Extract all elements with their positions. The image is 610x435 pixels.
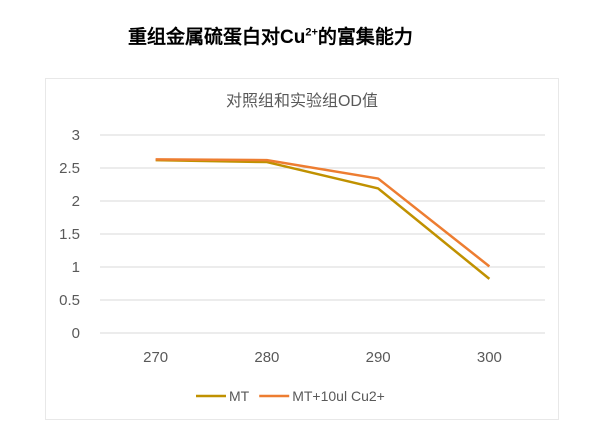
chart-area <box>45 78 559 420</box>
y-tick-label: 1.5 <box>59 226 80 243</box>
y-tick-label: 1 <box>72 259 80 276</box>
legend-label: MT+10ul Cu2+ <box>292 388 385 404</box>
x-tick-label: 300 <box>477 349 502 366</box>
y-tick-label: 0.5 <box>59 292 80 309</box>
legend-label: MT <box>229 388 250 404</box>
y-tick-label: 3 <box>72 127 80 144</box>
page-heading: 重组金属硫蛋白对Cu2+的富集能力 <box>128 22 413 49</box>
series-line-mt <box>155 158 491 280</box>
x-tick-label: 280 <box>254 349 279 366</box>
x-tick-label: 270 <box>143 349 168 366</box>
y-tick-label: 0 <box>72 325 80 342</box>
series-line-mt-10ul-cu2- <box>155 158 491 268</box>
heading-superscript: 2+ <box>305 26 318 39</box>
heading-suffix: 的富集能力 <box>317 27 413 48</box>
heading-text: 重组金属硫蛋白对Cu <box>128 27 306 48</box>
chart-title: 对照组和实验组OD值 <box>226 92 378 110</box>
y-tick-label: 2.5 <box>59 160 80 177</box>
y-tick-label: 2 <box>72 193 80 210</box>
x-tick-label: 290 <box>366 349 391 366</box>
